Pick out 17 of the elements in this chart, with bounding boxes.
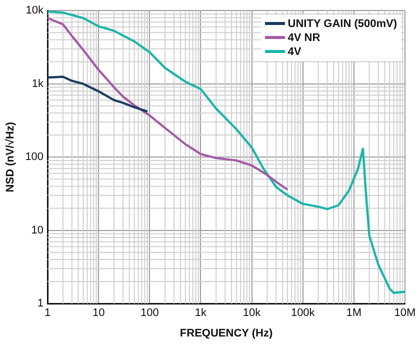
x-axis-title: FREQUENCY (Hz) <box>180 327 273 340</box>
y-axis-title: NSD (nV/√Hz) <box>4 122 17 192</box>
x-tick-label: 10M <box>394 307 416 320</box>
legend-label: 4V <box>288 44 302 59</box>
x-tick-label: 10 <box>92 307 105 320</box>
x-tick-label: 1M <box>346 307 362 320</box>
y-tick-label: 1k <box>32 78 44 90</box>
y-tick-label: 10 <box>31 224 44 236</box>
y-tick-label: 10k <box>26 4 44 17</box>
x-tick-label: 10k <box>242 307 262 320</box>
legend-label: 4V NR <box>288 30 320 45</box>
x-tick-label: 100 <box>140 307 159 320</box>
x-tick-label: 1k <box>194 307 208 320</box>
legend-label: UNITY GAIN (500mV) <box>288 16 397 31</box>
x-tick-label: 100k <box>290 307 316 320</box>
y-tick-label: 1 <box>37 298 44 310</box>
y-tick-label: 100 <box>25 151 44 164</box>
